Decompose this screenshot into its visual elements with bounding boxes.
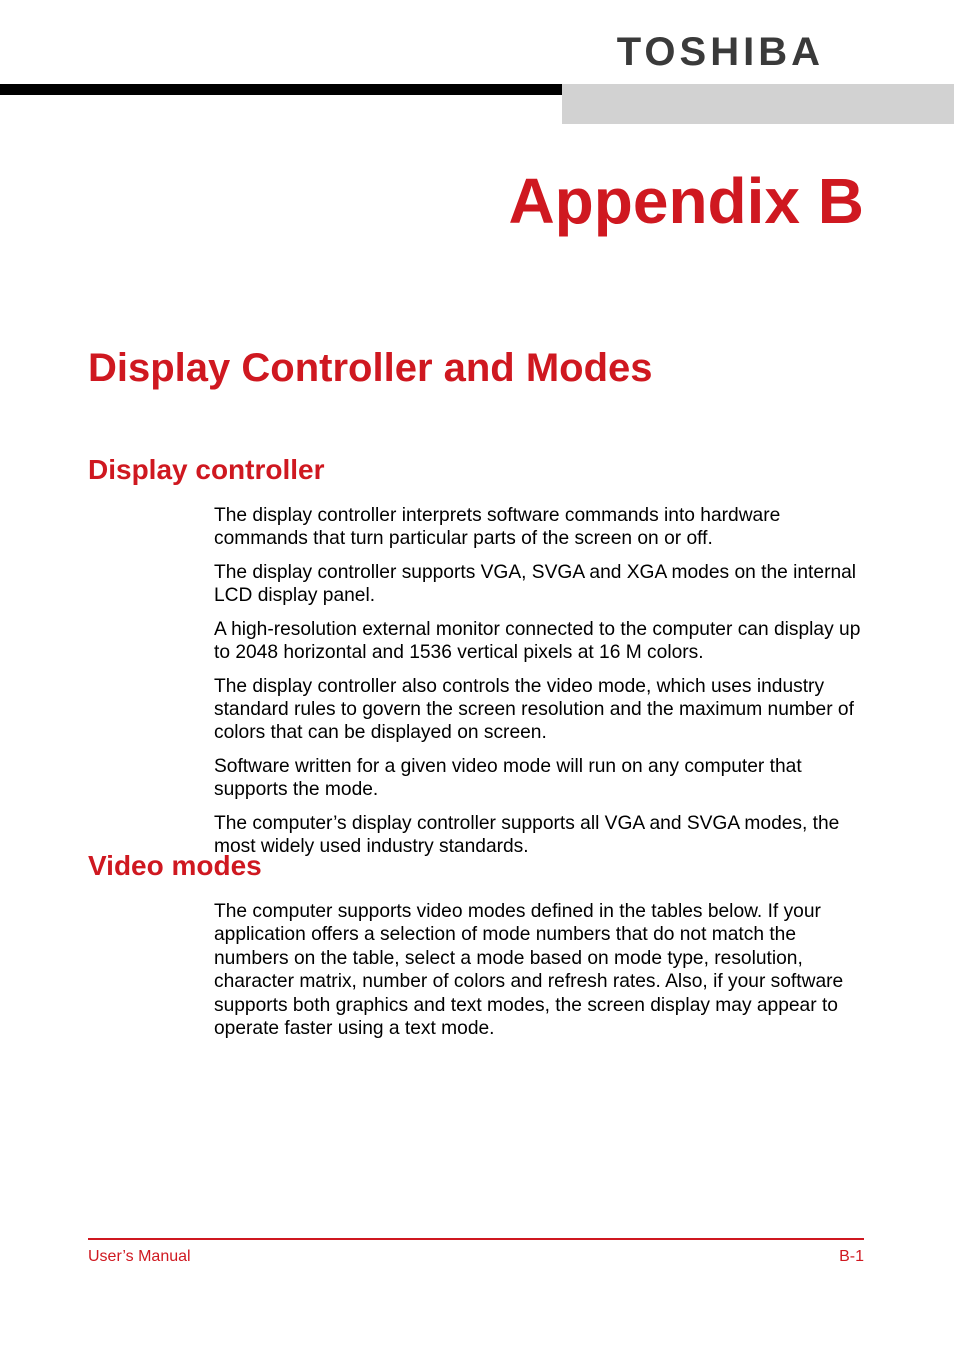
header-rule-cap-cover	[0, 95, 562, 124]
footer-right: B-1	[839, 1248, 864, 1266]
paragraph: The computer supports video modes define…	[214, 900, 864, 1041]
section-title: Video modes	[88, 850, 864, 882]
chapter-title: Display Controller and Modes	[88, 346, 653, 391]
appendix-title: Appendix B	[508, 164, 864, 238]
footer-left: User’s Manual	[88, 1248, 191, 1266]
paragraph: The display controller supports VGA, SVG…	[214, 561, 864, 608]
paragraph: The display controller also controls the…	[214, 675, 864, 745]
section-body: The display controller interprets softwa…	[214, 504, 864, 858]
page: TOSHIBA Appendix B Display Controller an…	[0, 0, 954, 1352]
header-rule	[0, 84, 954, 124]
paragraph: Software written for a given video mode …	[214, 755, 864, 802]
footer-rule	[88, 1238, 864, 1240]
section-video-modes: Video modes The computer supports video …	[88, 850, 864, 1051]
paragraph: A high-resolution external monitor conne…	[214, 618, 864, 665]
section-display-controller: Display controller The display controlle…	[88, 454, 864, 868]
paragraph: The display controller interprets softwa…	[214, 504, 864, 551]
header-rule-black	[0, 84, 562, 95]
section-title: Display controller	[88, 454, 864, 486]
brand-logo: TOSHIBA	[617, 30, 824, 75]
section-body: The computer supports video modes define…	[214, 900, 864, 1041]
header-rule-gray	[562, 84, 954, 124]
